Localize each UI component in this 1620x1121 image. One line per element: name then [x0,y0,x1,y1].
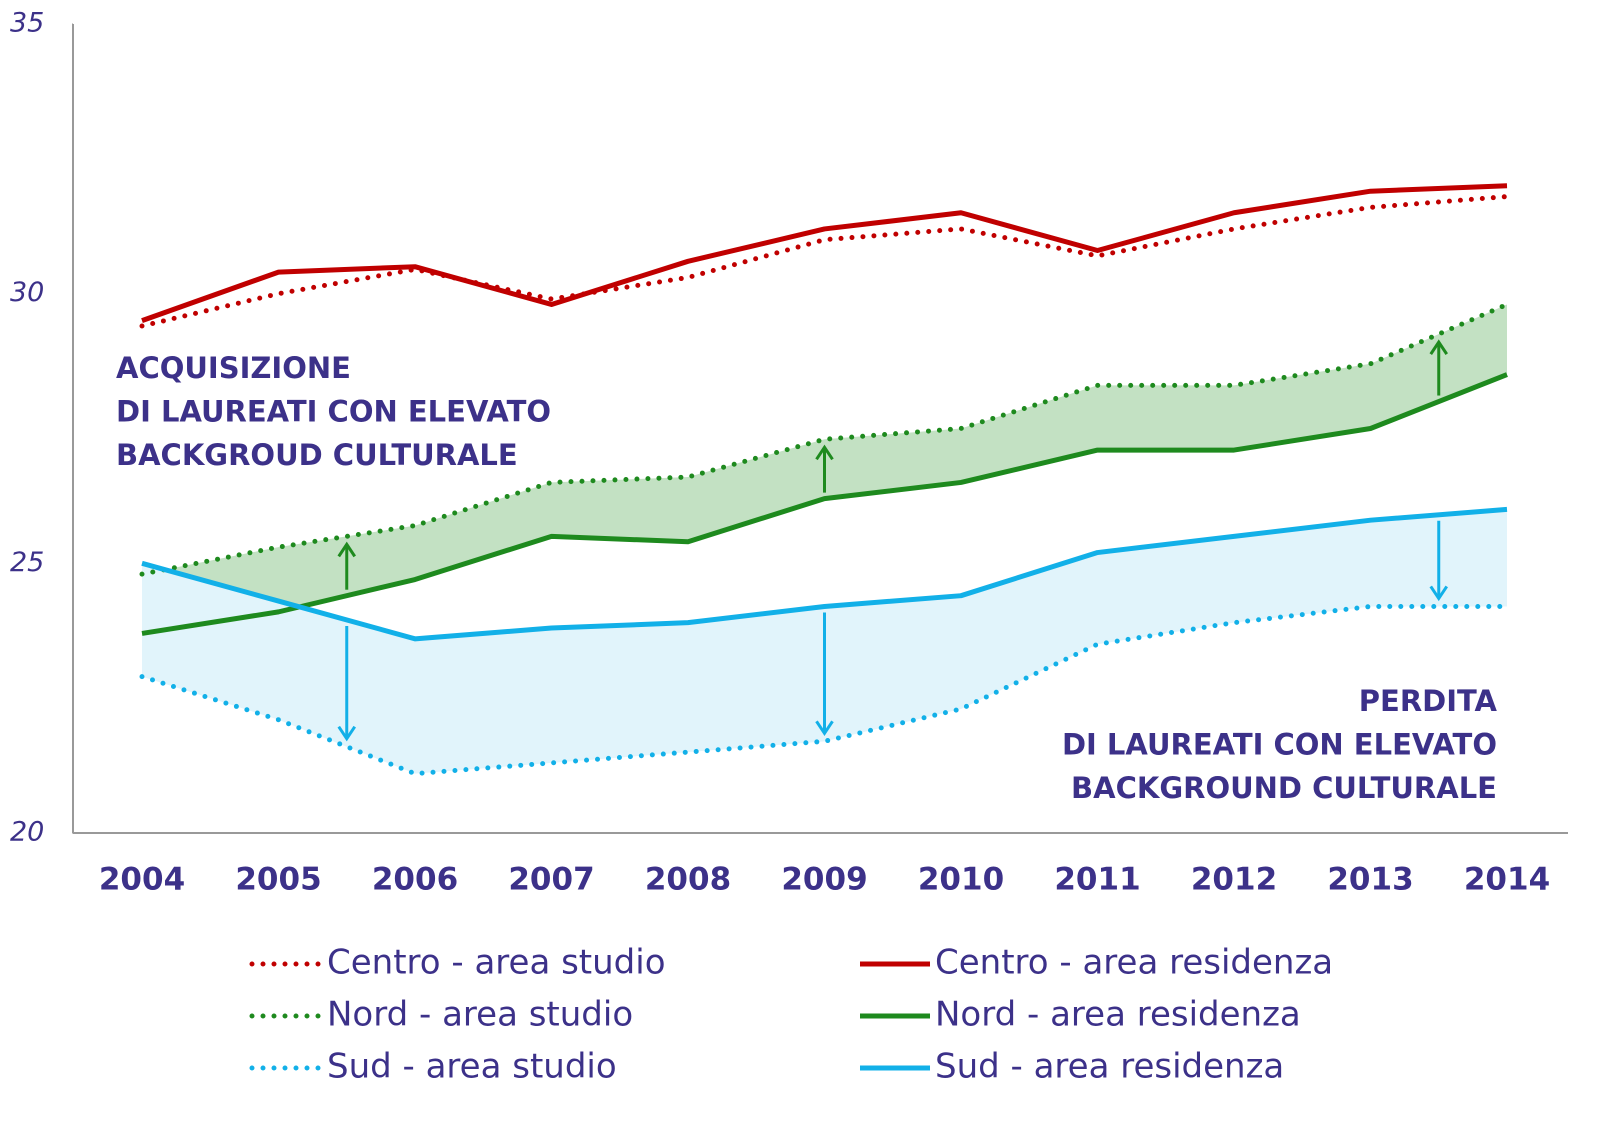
annotation: DI LAUREATI CON ELEVATO [1062,728,1497,762]
x-tick-label: 2005 [235,862,321,898]
annotation: PERDITA [1359,684,1498,718]
series-line [139,194,1510,329]
arrow-head [337,541,356,558]
x-tick-label: 2012 [1191,862,1277,898]
series-line [141,372,1508,636]
x-tick-label: 2011 [1054,862,1140,898]
annotation: BACKGROUD CULTURALE [116,438,518,472]
x-tick-label: 2013 [1327,862,1413,898]
x-tick-label: 2014 [1464,862,1550,898]
y-tick-label: 30 [10,277,44,308]
legend-label: Nord - area studio [327,995,633,1035]
annotation: ACQUISIZIONE [116,351,351,385]
x-tick-label: 2007 [508,862,594,898]
annotation: BACKGROUND CULTURALE [1071,771,1497,805]
series-line [139,603,1510,777]
legend-label: Sud - area studio [327,1047,617,1087]
arrow-head [1429,339,1448,355]
x-tick-label: 2010 [918,862,1004,898]
legend-label: Centro - area studio [327,943,666,983]
x-tick-label: 2009 [781,862,867,898]
x-tick-label: 2004 [99,862,185,898]
series-line [141,183,1508,323]
y-tick-label: 20 [10,817,44,848]
y-tick-label: 25 [10,547,44,578]
series-line [139,301,1510,577]
series-line [141,506,1508,642]
y-tick-label: 35 [10,8,44,39]
x-tick-label: 2008 [645,862,731,898]
legend-label: Sud - area residenza [935,1047,1284,1087]
arrow-head [815,444,834,461]
annotation: DI LAUREATI CON ELEVATO [116,395,551,429]
arrow-head [1429,585,1448,602]
arrow-head [815,720,834,737]
legend-label: Centro - area residenza [935,943,1333,983]
legend-label: Nord - area residenza [935,995,1301,1035]
arrow-head [337,725,356,742]
x-tick-label: 2006 [372,862,458,898]
